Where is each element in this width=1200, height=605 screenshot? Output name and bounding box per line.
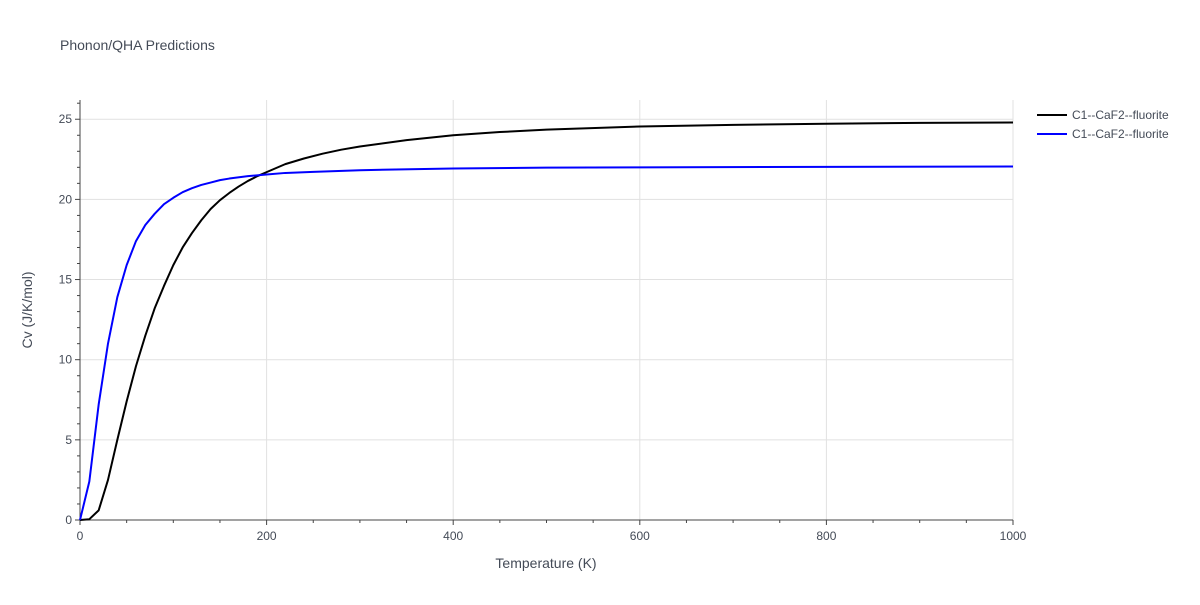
y-tick-label: 0	[65, 513, 72, 527]
legend-item-0[interactable]: C1--CaF2--fluorite	[1037, 108, 1169, 122]
series-layer	[79, 121, 1014, 521]
grid-layer	[80, 100, 1014, 520]
legend-label: C1--CaF2--fluorite	[1072, 127, 1169, 141]
series-line-0	[79, 121, 1014, 521]
y-tick-label: 5	[65, 433, 72, 447]
y-axis-title: Cv (J/K/mol)	[19, 272, 35, 349]
x-axis-title: Temperature (K)	[495, 555, 596, 571]
axis-layer: 0 200 400 600 800 1000 0 5 10 15 20 25	[59, 100, 1027, 543]
x-tick-label: 800	[816, 529, 836, 543]
y-tick-label: 25	[59, 112, 73, 126]
legend-item-1[interactable]: C1--CaF2--fluorite	[1037, 127, 1169, 141]
series-line-1	[79, 165, 1014, 521]
legend: C1--CaF2--fluorite C1--CaF2--fluorite	[1037, 108, 1169, 141]
x-tick-label: 200	[257, 529, 277, 543]
x-tick-label: 400	[443, 529, 463, 543]
y-tick-label: 10	[59, 353, 73, 367]
x-tick-label: 600	[630, 529, 650, 543]
x-tick-label: 0	[77, 529, 84, 543]
y-tick-label: 20	[59, 192, 73, 206]
x-tick-label: 1000	[1000, 529, 1027, 543]
chart-title: Phonon/QHA Predictions	[60, 37, 215, 53]
y-tick-label: 15	[59, 273, 73, 287]
legend-label: C1--CaF2--fluorite	[1072, 108, 1169, 122]
